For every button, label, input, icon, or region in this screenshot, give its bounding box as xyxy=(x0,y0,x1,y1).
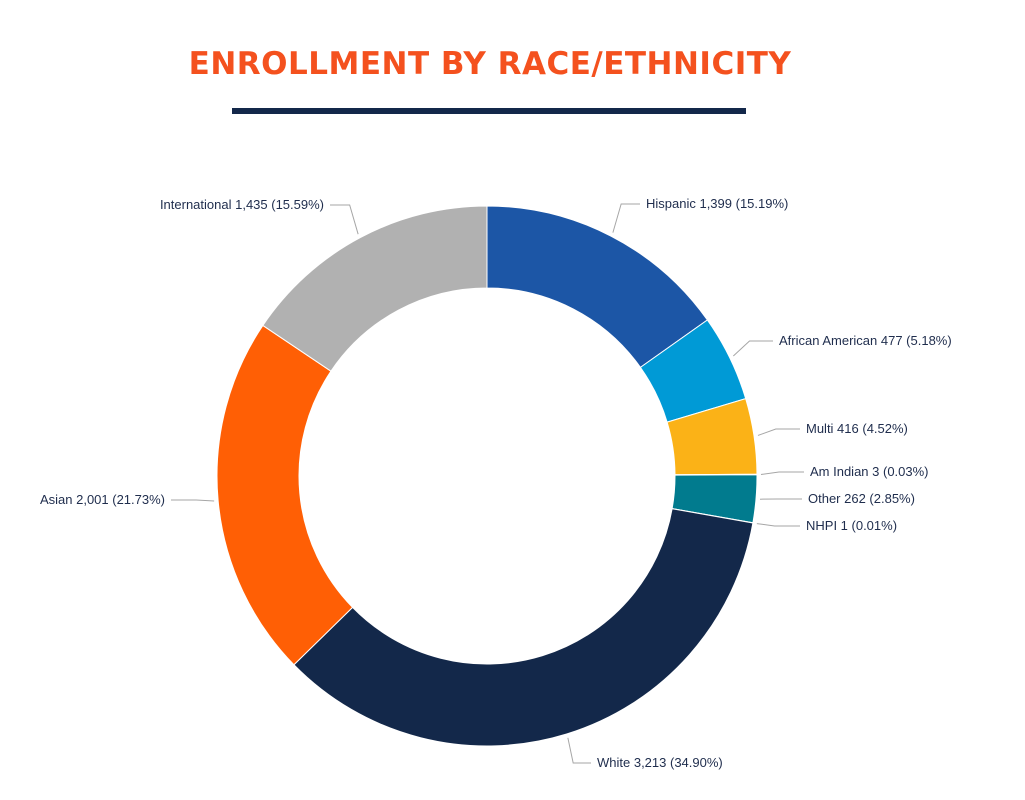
label-multi: Multi 416 (4.52%) xyxy=(806,421,908,436)
leader-white xyxy=(567,737,591,764)
label-nhpi: NHPI 1 (0.01%) xyxy=(806,518,897,533)
leader-asian xyxy=(171,499,215,502)
chart-title: ENROLLMENT BY RACE/ETHNICITY xyxy=(188,46,792,82)
leader-multi xyxy=(757,428,800,436)
slice-international xyxy=(262,205,488,372)
leader-hispanic xyxy=(612,203,640,233)
label-international: International 1,435 (15.59%) xyxy=(160,197,324,212)
label-african-american: African American 477 (5.18%) xyxy=(779,333,952,348)
leader-international xyxy=(330,204,359,235)
slice-asian xyxy=(216,324,354,666)
label-leader-lines xyxy=(171,203,804,764)
leader-african-american xyxy=(732,340,773,357)
label-hispanic: Hispanic 1,399 (15.19%) xyxy=(646,196,788,211)
slice-white xyxy=(293,508,754,747)
slice-labels: Hispanic 1,399 (15.19%) African American … xyxy=(40,196,952,770)
title-underline xyxy=(232,108,746,114)
leader-am-indian xyxy=(760,471,804,475)
label-asian: Asian 2,001 (21.73%) xyxy=(40,492,165,507)
leader-nhpi xyxy=(756,523,800,527)
label-other: Other 262 (2.85%) xyxy=(808,491,915,506)
label-white: White 3,213 (34.90%) xyxy=(597,755,723,770)
label-am-indian: Am Indian 3 (0.03%) xyxy=(810,464,929,479)
donut-slices xyxy=(216,205,758,747)
